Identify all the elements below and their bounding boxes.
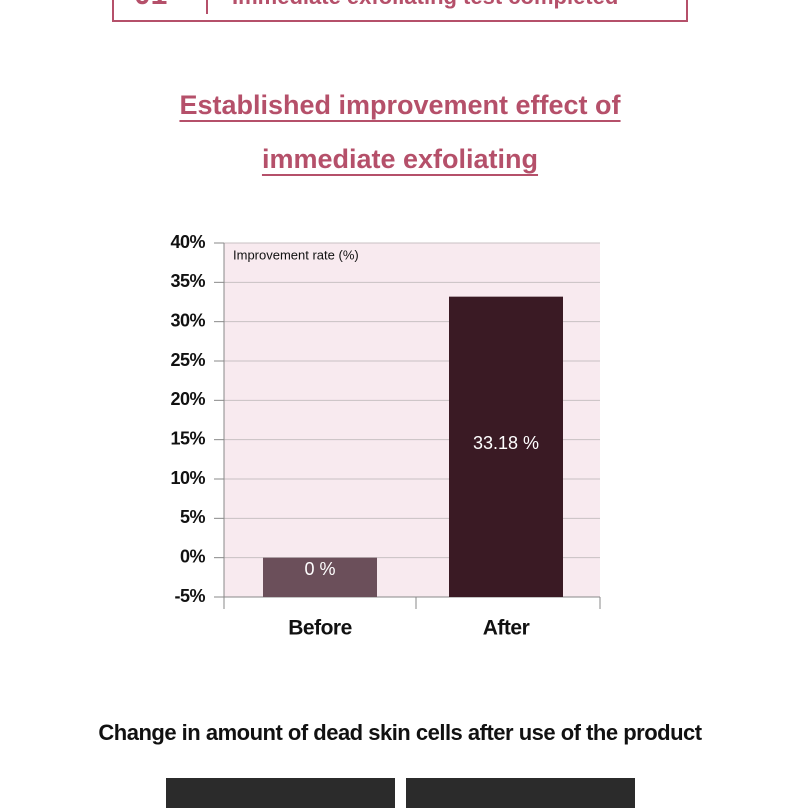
y-tick-label: 15% (170, 428, 205, 448)
title-line: immediate exfoliating (261, 144, 539, 174)
header-box: 01 Immediate exfoliating test completed (112, 0, 688, 22)
chart-title: immediate exfoliating (0, 144, 800, 175)
y-tick-label: 20% (170, 389, 205, 409)
y-tick-label: -5% (174, 586, 205, 606)
header-number: 01 (134, 0, 167, 12)
y-tick-label: 5% (180, 507, 206, 527)
value-label: 0 % (304, 559, 335, 579)
x-tick-label: After (483, 617, 530, 640)
y-tick-label: 35% (170, 271, 205, 291)
y-axis-label: Improvement rate (%) (233, 247, 359, 262)
separator (206, 0, 208, 14)
y-tick-label: 40% (170, 232, 205, 252)
photo-before (166, 778, 395, 808)
header-text: Immediate exfoliating test completed (232, 0, 618, 10)
value-label: 33.18 % (473, 433, 539, 453)
bar (449, 296, 563, 597)
y-tick-label: 30% (170, 310, 205, 330)
bar (263, 557, 377, 597)
y-tick-label: 25% (170, 350, 205, 370)
y-tick-label: 0% (180, 546, 206, 566)
section-subtitle: Change in amount of dead skin cells afte… (98, 720, 702, 745)
title-line: Established improvement effect of (179, 90, 621, 120)
photo-after (406, 778, 635, 808)
x-tick-label: Before (288, 617, 352, 640)
chart-title: Established improvement effect of (0, 90, 800, 121)
y-tick-label: 10% (170, 468, 205, 488)
